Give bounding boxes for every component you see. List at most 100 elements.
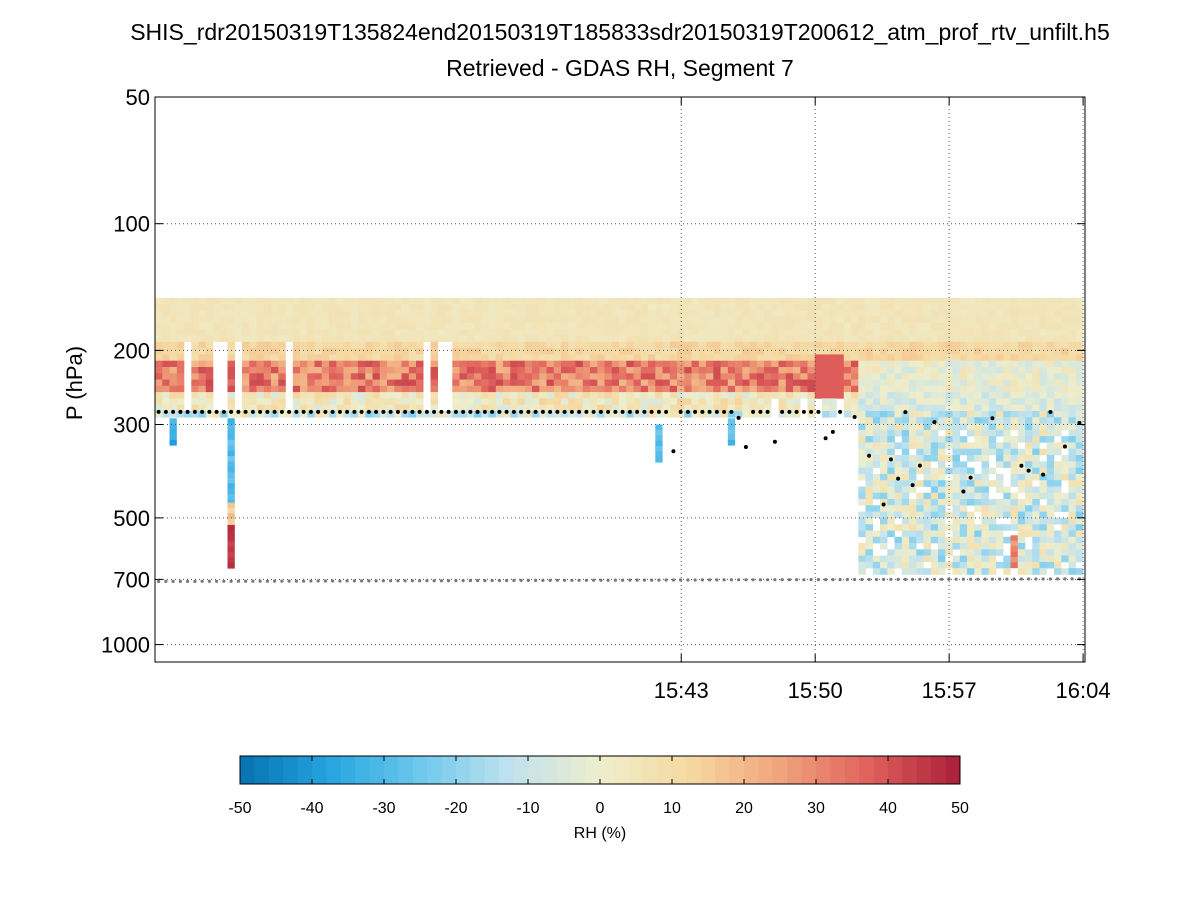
- heatmap-cell: [271, 404, 279, 412]
- heatmap-cell: [778, 360, 786, 368]
- heatmap-cell: [894, 505, 902, 512]
- heatmap-cell: [1003, 297, 1011, 305]
- heatmap-cell: [822, 411, 830, 418]
- heatmap-cell: [1054, 392, 1062, 399]
- heatmap-cell: [901, 530, 910, 538]
- heatmap-cell: [372, 373, 380, 380]
- cloud-top-marker: [156, 409, 161, 414]
- heatmap-cell: [916, 549, 924, 556]
- heatmap-cell: [669, 367, 678, 374]
- heatmap-cell: [829, 411, 837, 418]
- heatmap-cell: [488, 385, 496, 393]
- heatmap-cell: [611, 354, 620, 361]
- heatmap-cell: [923, 543, 931, 550]
- heatmap-cell: [807, 310, 815, 317]
- heatmap-cell: [321, 411, 330, 418]
- heatmap-cell: [227, 335, 235, 343]
- heatmap-cell: [524, 404, 533, 412]
- heatmap-cell: [234, 329, 243, 336]
- heatmap-cell: [343, 335, 351, 343]
- heatmap-cell: [923, 568, 931, 575]
- heatmap-cell: [619, 335, 627, 343]
- heatmap-cell: [959, 436, 968, 443]
- heatmap-cell: [524, 316, 533, 324]
- heatmap-cell: [655, 354, 663, 361]
- heatmap-cell: [749, 392, 757, 399]
- heatmap-cell: [430, 373, 438, 380]
- heatmap-cell: [626, 348, 634, 355]
- heatmap-cell: [785, 316, 794, 324]
- heatmap-cell: [945, 436, 953, 443]
- heatmap-cell: [227, 477, 235, 484]
- surface-marker: [207, 579, 211, 583]
- heatmap-cell: [1017, 329, 1026, 336]
- heatmap-cell: [938, 417, 946, 424]
- heatmap-cell: [814, 348, 823, 355]
- heatmap-cell: [938, 561, 946, 569]
- heatmap-cell: [597, 297, 605, 305]
- heatmap-cell: [619, 304, 627, 311]
- heatmap-cell: [590, 297, 598, 305]
- heatmap-cell: [974, 480, 982, 487]
- surface-marker: [1005, 577, 1009, 581]
- heatmap-cell: [1046, 348, 1055, 355]
- heatmap-cell: [778, 373, 786, 380]
- heatmap-cell: [669, 373, 678, 380]
- surface-marker: [635, 578, 639, 582]
- heatmap-cell: [1046, 367, 1055, 374]
- heatmap-cell: [1061, 455, 1069, 462]
- heatmap-cell: [191, 348, 199, 355]
- heatmap-cell: [1017, 568, 1026, 575]
- heatmap-cell: [575, 392, 583, 399]
- heatmap-cell: [952, 297, 960, 305]
- heatmap-cell: [887, 549, 895, 556]
- heatmap-cell: [930, 411, 939, 418]
- heatmap-cell: [539, 323, 547, 330]
- heatmap-cell: [205, 379, 214, 387]
- heatmap-cell: [916, 492, 924, 500]
- heatmap-cell: [198, 379, 206, 387]
- heatmap-cell: [967, 323, 975, 330]
- heatmap-cell: [698, 329, 707, 336]
- heatmap-cell: [394, 398, 402, 405]
- heatmap-cell: [894, 461, 902, 468]
- heatmap-cell: [727, 439, 736, 446]
- heatmap-cell: [756, 341, 765, 349]
- heatmap-cell: [858, 543, 866, 550]
- heatmap-cell: [561, 367, 569, 374]
- heatmap-cell: [785, 367, 794, 374]
- heatmap-cell: [1017, 323, 1026, 330]
- heatmap-cell: [575, 323, 583, 330]
- cloud-top-marker: [265, 409, 270, 414]
- heatmap-cell: [1003, 341, 1011, 349]
- heatmap-cell: [271, 329, 279, 336]
- heatmap-cell: [851, 385, 859, 393]
- cloud-top-marker: [990, 416, 995, 421]
- heatmap-cell: [1010, 499, 1018, 506]
- heatmap-cell: [930, 398, 939, 405]
- heatmap-cell: [698, 360, 707, 368]
- heatmap-cell: [858, 335, 866, 343]
- heatmap-cell: [459, 392, 467, 399]
- heatmap-cell: [713, 373, 721, 380]
- heatmap-cell: [300, 385, 308, 393]
- heatmap-cell: [1032, 448, 1040, 456]
- surface-marker: [454, 579, 458, 583]
- heatmap-cell: [1032, 555, 1040, 563]
- heatmap-cell: [162, 354, 170, 361]
- heatmap-cell: [923, 549, 931, 556]
- heatmap-cell: [1025, 448, 1033, 456]
- heatmap-cell: [611, 316, 620, 324]
- heatmap-cell: [155, 297, 163, 305]
- heatmap-cell: [974, 392, 982, 399]
- heatmap-cell: [503, 373, 511, 380]
- heatmap-cell: [858, 341, 866, 349]
- heatmap-cell: [1017, 417, 1026, 424]
- heatmap-cell: [938, 524, 946, 531]
- heatmap-cell: [872, 379, 881, 387]
- heatmap-cell: [669, 360, 678, 368]
- heatmap-cell: [952, 373, 960, 380]
- heatmap-cell: [872, 360, 881, 368]
- heatmap-cell: [292, 392, 301, 399]
- heatmap-cell: [358, 385, 366, 393]
